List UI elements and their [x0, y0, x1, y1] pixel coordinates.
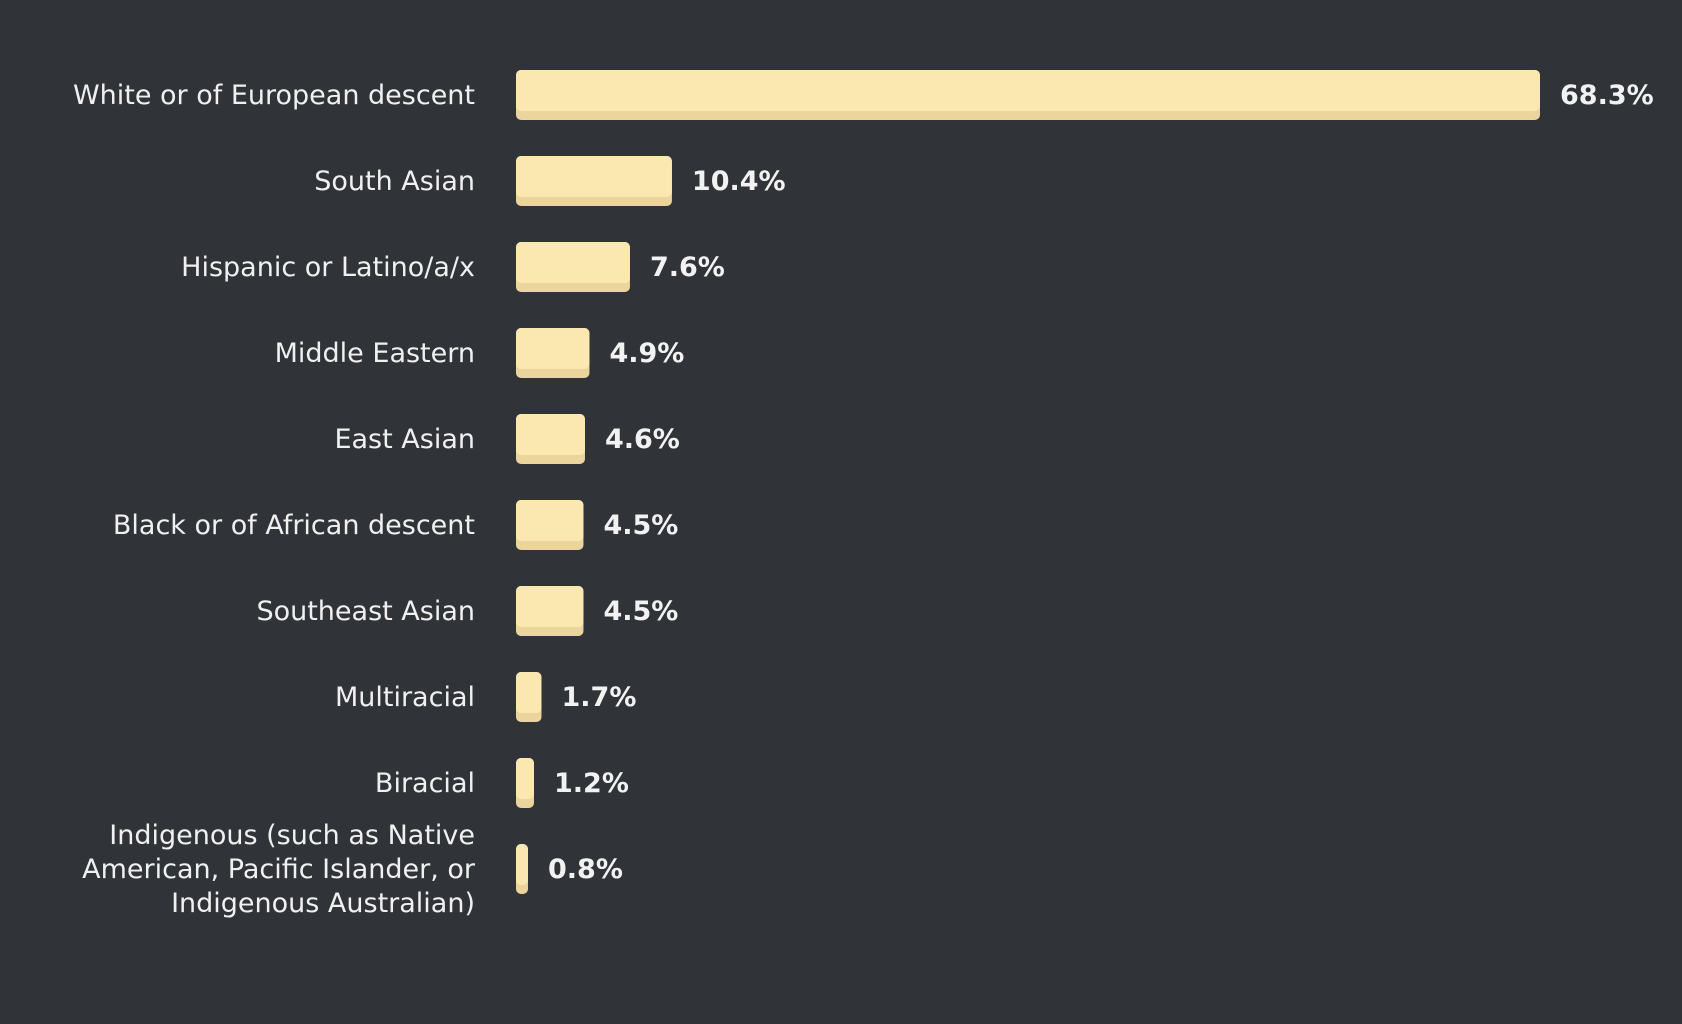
category-label-line: Black or of African descent [113, 510, 475, 541]
bar-row: South Asian 10.4% [314, 156, 786, 206]
bar [516, 70, 1540, 111]
bar-row: Middle Eastern 4.9% [275, 328, 684, 378]
bar-row: Southeast Asian 4.5% [256, 586, 678, 636]
value-label: 4.5% [603, 510, 678, 541]
value-label: 1.7% [561, 682, 636, 713]
value-label: 7.6% [650, 252, 725, 283]
value-label: 4.6% [605, 424, 680, 455]
category-label: Black or of African descent [113, 510, 475, 541]
category-label-line: Multiracial [335, 682, 475, 713]
bar-row: Black or of African descent 4.5% [113, 500, 678, 550]
category-label: East Asian [334, 424, 475, 455]
bar [516, 500, 584, 541]
value-label: 4.5% [603, 596, 678, 627]
value-label: 10.4% [692, 166, 786, 197]
bar-row: Indigenous (such as Native American, Paci… [82, 820, 623, 919]
bar [516, 844, 528, 885]
category-label: Biracial [375, 768, 475, 799]
bar [516, 156, 672, 197]
category-label-line: American, Pacific Islander, or [82, 854, 476, 885]
bar [516, 414, 585, 455]
category-label: South Asian [314, 166, 475, 197]
category-label-line: Biracial [375, 768, 475, 799]
category-label: Indigenous (such as Native American, Paci… [82, 820, 476, 919]
bar [516, 328, 590, 369]
value-label: 1.2% [554, 768, 629, 799]
category-label-line: Southeast Asian [256, 596, 475, 627]
category-label: Southeast Asian [256, 596, 475, 627]
value-label: 68.3% [1560, 80, 1654, 111]
bar-row: Biracial 1.2% [375, 758, 629, 808]
category-label: White or of European descent [73, 80, 475, 111]
bar-row: Multiracial 1.7% [335, 672, 636, 722]
category-label-line: Indigenous (such as Native [109, 820, 475, 851]
bar-row: East Asian 4.6% [334, 414, 680, 464]
category-label-line: South Asian [314, 166, 475, 197]
bar [516, 586, 584, 627]
category-label-line: Hispanic or Latino/a/x [181, 252, 475, 283]
category-label: Middle Eastern [275, 338, 475, 369]
category-label-line: White or of European descent [73, 80, 475, 111]
value-label: 0.8% [548, 854, 623, 885]
category-label-line: Indigenous Australian) [171, 888, 475, 919]
bar-row: White or of European descent 68.3% [73, 70, 1654, 120]
bar [516, 758, 534, 799]
category-label-line: Middle Eastern [275, 338, 475, 369]
bar [516, 242, 630, 283]
category-label: Hispanic or Latino/a/x [181, 252, 475, 283]
bar-row: Hispanic or Latino/a/x 7.6% [181, 242, 725, 292]
category-label-line: East Asian [334, 424, 475, 455]
bar [516, 672, 542, 713]
value-label: 4.9% [609, 338, 684, 369]
category-label: Multiracial [335, 682, 475, 713]
